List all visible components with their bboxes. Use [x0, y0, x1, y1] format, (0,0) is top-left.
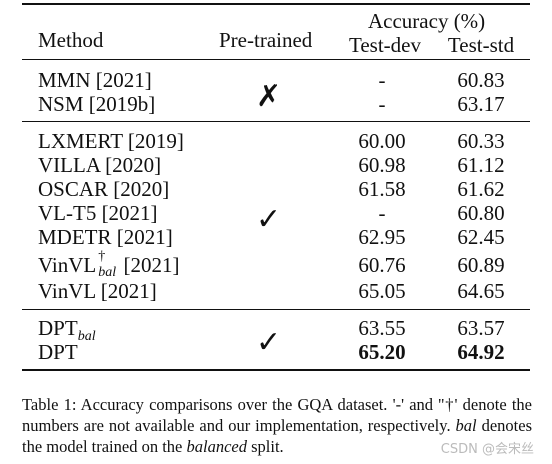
- header-accuracy: Accuracy (%): [368, 9, 486, 33]
- testdev-cell: 65.20: [358, 340, 406, 364]
- testdev-cell: 61.58: [358, 177, 406, 201]
- teststd-cell: 60.83: [457, 68, 505, 92]
- teststd-cell: 60.80: [457, 201, 505, 225]
- bottom-rule: [22, 369, 530, 371]
- method-cell: VL-T5 [2021]: [38, 201, 158, 225]
- method-cell: MDETR [2021]: [38, 225, 173, 249]
- pretrained-check-icon: ✓: [256, 203, 282, 236]
- method-base: DPT: [38, 316, 78, 340]
- group-rule-1: [22, 121, 530, 122]
- method-cell: NSM [2019b]: [38, 92, 156, 116]
- method-base: VinVL: [38, 253, 97, 277]
- caption-text: Table 1: Accuracy comparisons over the G…: [22, 395, 532, 435]
- teststd-cell: 61.62: [457, 177, 505, 201]
- caption-italic: balanced: [186, 437, 247, 456]
- testdev-cell: -: [378, 201, 386, 225]
- teststd-cell: 60.33: [457, 129, 505, 153]
- method-cell: VinVL † bal [2021]: [38, 249, 180, 280]
- group-rule-2: [22, 309, 530, 310]
- method-cell: DPT: [38, 340, 78, 364]
- teststd-cell: 60.89: [457, 253, 505, 277]
- testdev-cell: -: [378, 92, 386, 116]
- caption-text: split.: [246, 437, 284, 456]
- teststd-cell: 63.57: [457, 316, 505, 340]
- header-method: Method: [38, 28, 104, 52]
- top-rule: [22, 3, 530, 5]
- method-cell: MMN [2021]: [38, 68, 152, 92]
- teststd-cell: 63.17: [457, 92, 505, 116]
- testdev-cell: 65.05: [358, 279, 406, 303]
- header-pretrained: Pre-trained: [219, 28, 313, 52]
- caption-text: denotes the model trained on the: [22, 416, 533, 456]
- caption-italic: bal: [455, 416, 477, 435]
- teststd-cell: 64.65: [457, 279, 505, 303]
- testdev-cell: 63.55: [358, 316, 406, 340]
- method-cell: LXMERT [2019]: [38, 129, 184, 153]
- bal-subscript: bal: [98, 265, 117, 280]
- teststd-cell: 61.12: [457, 153, 505, 177]
- testdev-cell: 60.98: [358, 153, 406, 177]
- method-tail: [2021]: [118, 253, 180, 277]
- teststd-cell: 62.45: [457, 225, 505, 249]
- watermark: CSDN @会宋丝: [440, 442, 534, 457]
- teststd-cell: 64.92: [457, 340, 505, 364]
- not-pretrained-cross-icon: ✗: [256, 80, 282, 113]
- method-cell: DPTbal: [38, 316, 96, 349]
- header-teststd: Test-std: [447, 33, 515, 57]
- testdev-cell: 62.95: [358, 225, 406, 249]
- bal-subscript: bal: [77, 329, 96, 344]
- method-cell: OSCAR [2020]: [38, 177, 170, 201]
- testdev-cell: 60.76: [358, 253, 406, 277]
- method-cell: VILLA [2020]: [38, 153, 162, 177]
- header-rule: [22, 59, 530, 60]
- testdev-cell: 60.00: [358, 129, 406, 153]
- method-cell: VinVL [2021]: [38, 279, 157, 303]
- header-testdev: Test-dev: [348, 33, 421, 57]
- dagger-superscript: †: [98, 249, 106, 264]
- table-caption: Table 1: Accuracy comparisons over the G…: [22, 394, 532, 457]
- pretrained-check-icon: ✓: [256, 326, 282, 359]
- testdev-cell: -: [378, 68, 386, 92]
